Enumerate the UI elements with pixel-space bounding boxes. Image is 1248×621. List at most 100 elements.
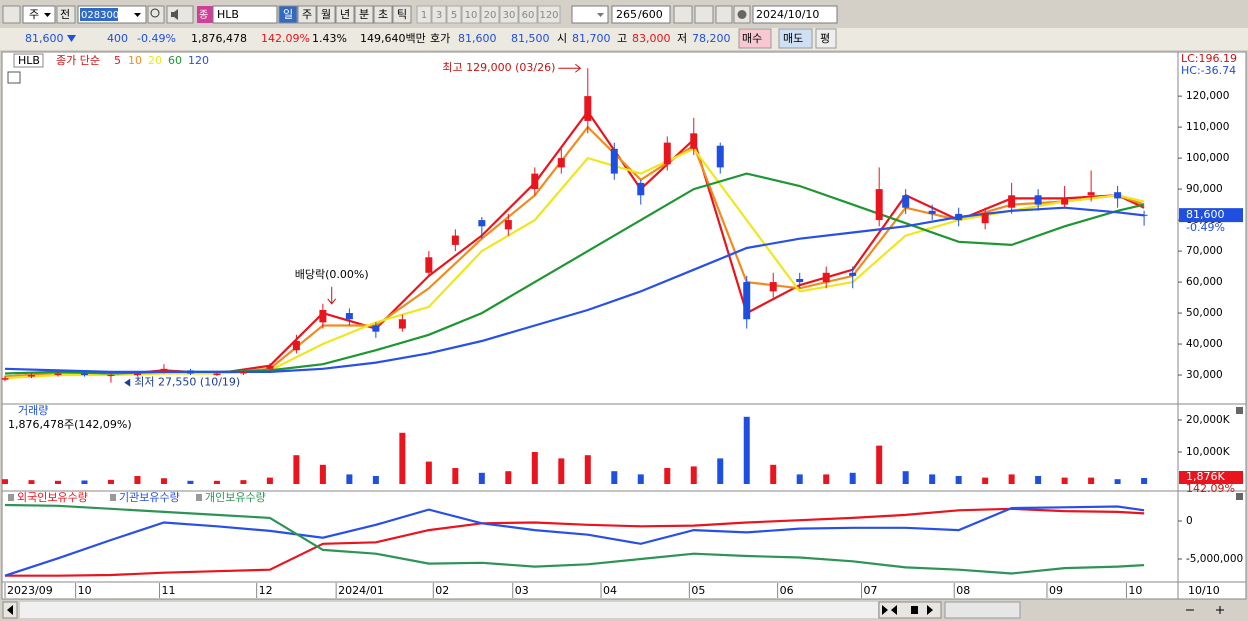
period-button[interactable] [297, 5, 317, 24]
candle-body [849, 272, 857, 276]
annotation: 최저 27,550 (10/19) [134, 376, 240, 389]
candle-body [213, 373, 221, 376]
volume-bar [929, 474, 936, 484]
candle-body [902, 195, 910, 208]
scrollbar [0, 600, 1248, 621]
period-button[interactable] [316, 5, 336, 24]
volume-bar [637, 474, 644, 484]
scroll-track[interactable] [20, 602, 878, 618]
x-tick-label: 04 [603, 584, 617, 597]
y-tick-label: 30,000 [1186, 369, 1223, 381]
y-tick-label: 60,000 [1186, 276, 1223, 288]
candle-body [425, 257, 433, 273]
candle-body [637, 182, 645, 196]
tool-button[interactable] [694, 5, 714, 24]
annotation-arrow [327, 286, 337, 305]
volume-bar [134, 476, 141, 484]
candle-body [1114, 192, 1122, 199]
candle-body [796, 278, 804, 283]
candle-body [1008, 195, 1016, 208]
volume-bar [902, 471, 909, 484]
y-tick-label: 40,000 [1186, 338, 1223, 350]
avg-button[interactable] [815, 28, 837, 49]
date-box[interactable] [752, 5, 838, 24]
zoom-slider[interactable] [944, 601, 1021, 619]
period-label: 년 [340, 8, 350, 21]
volume: 1,876,478 [191, 32, 247, 45]
volume-ratio: 142.09% [261, 32, 310, 45]
last-price-box [1179, 208, 1243, 223]
count-box[interactable] [611, 5, 671, 24]
interval-button[interactable] [446, 5, 462, 24]
period-button[interactable] [354, 5, 374, 24]
holding-line [4, 505, 1145, 577]
legend-swatch [196, 494, 202, 501]
interval-button[interactable] [537, 5, 561, 24]
y-tick-label: 70,000 [1186, 245, 1223, 257]
search-button[interactable] [147, 5, 165, 24]
low-label: 저 [677, 32, 687, 45]
volume-bar [81, 480, 88, 484]
date: 2024/10/10 [756, 8, 819, 21]
period-button[interactable] [335, 5, 355, 24]
y-tick-label: 120,000 [1186, 90, 1229, 102]
period-button[interactable] [392, 5, 412, 24]
interval-button[interactable] [431, 5, 447, 24]
volume-bar [107, 479, 114, 484]
menu-icon[interactable] [2, 5, 21, 24]
close-panel[interactable] [1236, 493, 1243, 500]
volume-bar [796, 474, 803, 484]
legend-item: 기관보유수량 [119, 491, 180, 504]
playback-buttons[interactable] [878, 601, 942, 619]
period-button[interactable] [278, 5, 298, 24]
save-button[interactable] [715, 5, 733, 24]
interval-button[interactable] [499, 5, 519, 24]
close-panel[interactable] [1236, 407, 1243, 414]
last-change: -0.49% [1186, 221, 1225, 234]
interval-select[interactable] [571, 5, 609, 24]
sell-button[interactable] [778, 28, 813, 49]
annotation: 최고 129,000 (03/26) [442, 61, 555, 74]
candle-body [160, 368, 168, 372]
legend-item: 외국인보유수량 [17, 491, 88, 504]
volume-bar [2, 479, 8, 484]
volume-bar [1141, 477, 1148, 484]
period-button[interactable] [373, 5, 393, 24]
volume-bar [1061, 477, 1068, 484]
interval-button[interactable] [480, 5, 500, 24]
table-icon[interactable] [7, 71, 21, 84]
interval-button[interactable] [518, 5, 538, 24]
interval-button[interactable] [416, 5, 432, 24]
candle-body [1, 378, 9, 380]
down-triangle [67, 35, 76, 42]
hc: HC:-36.74 [1181, 64, 1236, 77]
legend-title: HLB [18, 54, 40, 67]
code: 028300 [81, 10, 119, 21]
prev-button[interactable] [56, 5, 76, 24]
x-tick-label: 2023/09 [7, 584, 53, 597]
buy-button[interactable] [738, 28, 772, 49]
name-input[interactable] [212, 5, 278, 24]
legend-item: 10 [128, 54, 142, 67]
playback-icons [882, 605, 933, 615]
volume-bar [1008, 474, 1015, 484]
volume-bar [425, 461, 432, 484]
candle-body [1034, 195, 1042, 205]
interval-button[interactable] [461, 5, 481, 24]
period-label: 초 [378, 8, 388, 21]
tool-icons[interactable] [1025, 602, 1245, 618]
tool-button[interactable] [673, 5, 693, 24]
sound-icon [171, 9, 178, 20]
market-select[interactable] [22, 5, 56, 24]
candle-body [266, 365, 274, 369]
y-tick-label: 90,000 [1186, 183, 1223, 195]
sound-button[interactable] [166, 5, 194, 24]
candle-body [743, 282, 751, 320]
volume-bar [664, 468, 671, 484]
volume-bar [346, 474, 353, 484]
end-date: 10/10 [1188, 584, 1220, 597]
volume-bar [213, 480, 220, 484]
x-tick-label: 09 [1049, 584, 1063, 597]
